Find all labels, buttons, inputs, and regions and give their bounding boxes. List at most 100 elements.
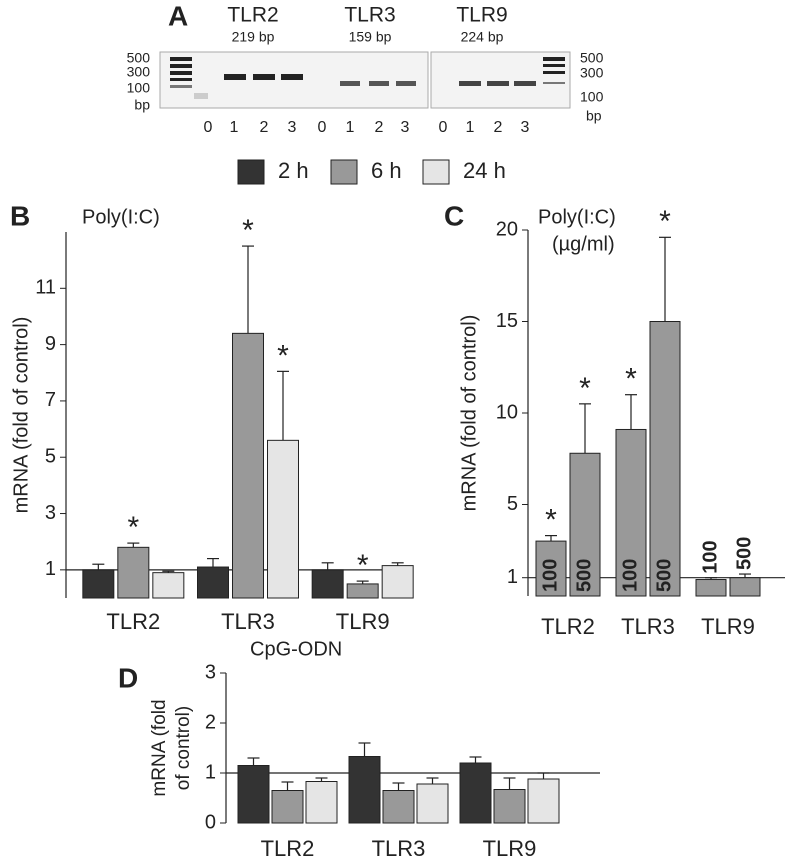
y-tick-label: 9 [45, 333, 56, 355]
bar [117, 546, 150, 599]
bar [649, 321, 681, 597]
lane-label: 3 [401, 119, 410, 136]
panel-letter: A [168, 0, 188, 31]
x-tick-label: TLR2 [541, 614, 595, 639]
x-tick-label: TLR9 [483, 836, 537, 860]
lane-label: 0 [439, 119, 448, 136]
significance-marker: * [579, 372, 591, 405]
y-tick-label: 11 [35, 277, 56, 299]
legend-swatch [330, 159, 358, 185]
bar [569, 452, 601, 597]
bar [152, 572, 185, 599]
y-tick-label: 1 [45, 558, 56, 580]
gene-name: TLR3 [344, 4, 395, 27]
bar-label: 500 [653, 559, 675, 592]
chart-title: Poly(I:C) [82, 206, 160, 228]
significance-marker: * [545, 504, 557, 537]
bar [416, 783, 449, 824]
bar [382, 790, 415, 824]
y-tick-label: 1 [205, 761, 216, 783]
lane-label: 0 [318, 119, 327, 136]
lane-label: 1 [230, 119, 239, 136]
amplicon-size: 219 bp [232, 29, 275, 45]
y-tick-label: 5 [507, 493, 518, 515]
y-tick-label: 3 [45, 502, 56, 524]
y-axis-label: mRNA (fold of control) [458, 315, 480, 512]
lane-label: 1 [466, 119, 475, 136]
ladder-label: 500 [127, 50, 151, 66]
gel-bands [170, 57, 565, 99]
lane-label: 3 [288, 119, 297, 136]
gene-name: TLR2 [227, 4, 278, 27]
panel-letter: C [444, 200, 464, 231]
y-axis-label: of control) [173, 706, 194, 790]
bar [348, 756, 381, 824]
ladder-label: 100 [127, 80, 151, 96]
y-tick-label: 15 [496, 310, 518, 332]
amplicon-size: 159 bp [349, 29, 392, 45]
x-tick-label: TLR9 [701, 614, 755, 639]
y-tick-label: 20 [496, 218, 518, 240]
significance-marker: * [659, 205, 671, 238]
chart-title: (µg/ml) [552, 233, 615, 255]
legend-label: 6 h [371, 158, 402, 183]
lane-label: 0 [204, 119, 213, 136]
bar [527, 778, 560, 824]
y-tick-label: 2 [205, 711, 216, 733]
bar [311, 569, 344, 599]
ladder-label: bp [134, 97, 150, 113]
ladder-label: bp [586, 108, 602, 124]
x-tick-label: TLR2 [106, 609, 160, 634]
y-tick-label: 3 [205, 661, 216, 683]
x-tick-label: TLR3 [621, 614, 675, 639]
bar [535, 540, 567, 597]
y-tick-label: 5 [45, 446, 56, 468]
bar-label: 100 [699, 540, 721, 573]
significance-marker: * [277, 339, 289, 372]
bar [493, 789, 526, 824]
bar-label: 500 [573, 559, 595, 592]
lane-label: 3 [521, 119, 530, 136]
y-tick-label: 7 [45, 389, 56, 411]
bar-label: 100 [539, 559, 561, 592]
significance-marker: * [625, 363, 637, 396]
bar [381, 565, 414, 599]
legend-label: 2 h [278, 158, 309, 183]
legend-swatch [237, 159, 265, 185]
significance-marker: * [242, 214, 254, 247]
bar [615, 428, 647, 597]
x-tick-label: TLR3 [372, 836, 426, 860]
amplicon-size: 224 bp [461, 29, 504, 45]
bar [695, 579, 727, 597]
bar-label: 100 [619, 559, 641, 592]
panel-letter: D [118, 662, 138, 693]
gene-name: TLR9 [456, 4, 507, 27]
ladder-label: 500 [580, 50, 604, 66]
y-tick-label: 1 [507, 566, 518, 588]
lane-label: 2 [494, 119, 503, 136]
x-tick-label: TLR3 [221, 609, 275, 634]
bar [82, 569, 115, 599]
bar [459, 762, 492, 824]
bar [729, 577, 761, 597]
y-tick-label: 10 [496, 401, 518, 423]
ladder-label: 100 [580, 89, 604, 105]
bar [237, 765, 270, 824]
chart-title: CpG-ODN [250, 638, 342, 660]
ladder-label: 300 [127, 64, 151, 80]
bar [271, 790, 304, 824]
lane-label: 2 [375, 119, 384, 136]
legend-label: 24 h [463, 158, 506, 183]
bar [232, 332, 264, 599]
y-axis-label: mRNA (fold [149, 699, 170, 796]
significance-marker: * [357, 549, 369, 582]
bar-label: 500 [733, 537, 755, 570]
lane-label: 1 [346, 119, 355, 136]
lane-label: 2 [260, 119, 269, 136]
bar [305, 781, 338, 824]
x-tick-label: TLR9 [336, 609, 390, 634]
bar [197, 566, 229, 599]
y-tick-label: 0 [205, 811, 216, 833]
y-axis-label: mRNA (fold of control) [10, 317, 32, 514]
